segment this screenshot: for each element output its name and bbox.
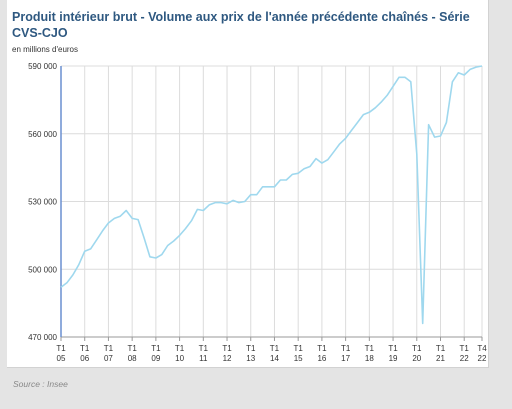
x-tick-label-year: 15 [294, 354, 303, 363]
x-tick-label-year: 06 [80, 354, 89, 363]
x-tick-label-quarter: T1 [246, 344, 256, 353]
x-tick-label-quarter: T1 [270, 344, 280, 353]
source-note: Source : Insee [13, 379, 68, 389]
x-tick-label-year: 19 [389, 354, 398, 363]
x-tick-label-year: 10 [175, 354, 184, 363]
y-tick-label: 470 000 [28, 333, 57, 342]
x-tick-label-quarter: T1 [294, 344, 304, 353]
x-tick-label-year: 21 [436, 354, 445, 363]
x-tick-label-quarter: T1 [199, 344, 209, 353]
chart-card [7, 0, 489, 368]
y-tick-label: 590 000 [28, 62, 57, 71]
y-tick-labels: 470 000 500 000 530 000 560 000 590 000 [28, 62, 57, 342]
x-tick-label-quarter: T1 [365, 344, 375, 353]
x-tick-label-quarter: T1 [175, 344, 185, 353]
x-tick-label-year: 11 [199, 354, 208, 363]
series-group [60, 65, 483, 325]
x-tick-label-quarter: T4 [477, 344, 487, 353]
x-tick-label-quarter: T1 [388, 344, 398, 353]
x-tick-labels: T105T106T107T108T109T110T111T112T113T114… [56, 344, 487, 363]
chart-title: Produit intérieur brut - Volume aux prix… [12, 10, 470, 40]
x-tick-label-year: 16 [317, 354, 326, 363]
x-tick-label-quarter: T1 [104, 344, 114, 353]
x-tick-label-year: 05 [57, 354, 66, 363]
x-tick-label-year: 07 [104, 354, 113, 363]
gdp-series-line [60, 65, 483, 325]
y-tick-label: 530 000 [28, 198, 57, 207]
x-tick-label-quarter: T1 [127, 344, 137, 353]
y-tick-label: 560 000 [28, 130, 57, 139]
x-tick-label-year: 20 [412, 354, 421, 363]
x-tick-label-quarter: T1 [317, 344, 327, 353]
x-tick-label-quarter: T1 [460, 344, 470, 353]
x-tick-label-year: 14 [270, 354, 279, 363]
x-tick-label-quarter: T1 [222, 344, 232, 353]
x-tick-label-quarter: T1 [412, 344, 422, 353]
x-tick-label-year: 12 [223, 354, 232, 363]
x-tick-label-year: 09 [151, 354, 160, 363]
x-tick-label-year: 17 [341, 354, 350, 363]
x-tick-label-year: 08 [128, 354, 137, 363]
x-tick-label-quarter: T1 [151, 344, 161, 353]
x-tick-label-quarter: T1 [56, 344, 66, 353]
axes [60, 66, 483, 341]
x-tick-label-year: 22 [478, 354, 487, 363]
y-tick-label: 500 000 [28, 265, 57, 274]
x-tick-label-year: 18 [365, 354, 374, 363]
x-tick-label-year: 22 [460, 354, 469, 363]
x-tick-label-quarter: T1 [80, 344, 90, 353]
x-tick-label-quarter: T1 [436, 344, 446, 353]
x-tick-label-quarter: T1 [341, 344, 351, 353]
y-axis-unit-label: en millions d'euros [12, 45, 79, 54]
x-tick-label-year: 13 [246, 354, 255, 363]
